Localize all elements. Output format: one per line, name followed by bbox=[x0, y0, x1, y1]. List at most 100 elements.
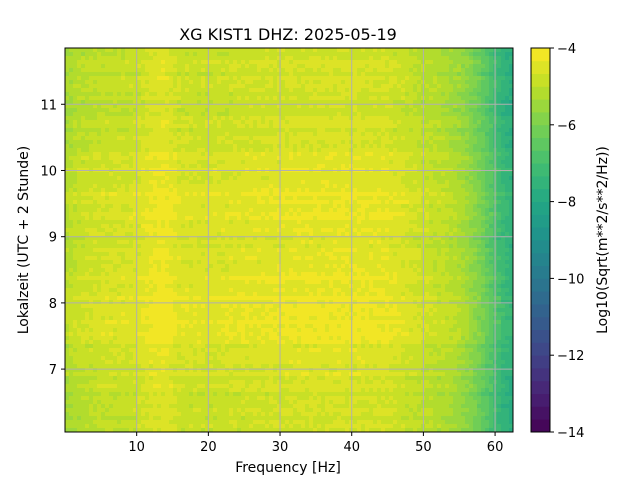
heatmap-cell bbox=[93, 128, 98, 133]
heatmap-cell bbox=[185, 56, 190, 61]
heatmap-cell bbox=[237, 180, 242, 185]
heatmap-cell bbox=[501, 176, 506, 181]
heatmap-cell bbox=[461, 148, 466, 153]
heatmap-cell bbox=[329, 128, 334, 133]
heatmap-cell bbox=[193, 176, 198, 181]
heatmap-cell bbox=[97, 208, 102, 213]
heatmap-cell bbox=[257, 196, 262, 201]
heatmap-cell bbox=[193, 172, 198, 177]
heatmap-cell bbox=[489, 192, 494, 197]
heatmap-cell bbox=[341, 60, 346, 65]
heatmap-cell bbox=[137, 196, 142, 201]
heatmap-cell bbox=[281, 148, 286, 153]
heatmap-cell bbox=[277, 84, 282, 89]
heatmap-cell bbox=[489, 208, 494, 213]
heatmap-cell bbox=[261, 192, 266, 197]
heatmap-cell bbox=[229, 132, 234, 137]
heatmap-cell bbox=[261, 184, 266, 189]
heatmap-cell bbox=[189, 80, 194, 85]
heatmap-cell bbox=[253, 204, 258, 209]
heatmap-cell bbox=[313, 144, 318, 149]
heatmap-cell bbox=[237, 132, 242, 137]
heatmap-cell bbox=[169, 72, 174, 77]
heatmap-cell bbox=[373, 48, 378, 53]
heatmap-cell bbox=[497, 144, 502, 149]
heatmap-cell bbox=[505, 212, 510, 217]
heatmap-cell bbox=[377, 200, 382, 205]
heatmap-cell bbox=[229, 156, 234, 161]
heatmap-cell bbox=[409, 212, 414, 217]
heatmap-cell bbox=[261, 136, 266, 141]
heatmap-cell bbox=[469, 52, 474, 57]
heatmap-cell bbox=[101, 104, 106, 109]
heatmap-cell bbox=[185, 172, 190, 177]
heatmap-cell bbox=[177, 88, 182, 93]
heatmap-cell bbox=[409, 152, 414, 157]
heatmap-cell bbox=[457, 96, 462, 101]
heatmap-cell bbox=[285, 156, 290, 161]
heatmap-cell bbox=[449, 188, 454, 193]
heatmap-cell bbox=[341, 52, 346, 57]
heatmap-cell bbox=[73, 220, 78, 225]
heatmap-cell bbox=[441, 208, 446, 213]
heatmap-cell bbox=[393, 76, 398, 81]
heatmap-cell bbox=[317, 192, 322, 197]
heatmap-cell bbox=[129, 96, 134, 101]
heatmap-cell bbox=[321, 128, 326, 133]
heatmap-cell bbox=[197, 80, 202, 85]
heatmap-cell bbox=[81, 124, 86, 129]
heatmap-cell bbox=[121, 60, 126, 65]
heatmap-cell bbox=[329, 92, 334, 97]
heatmap-cell bbox=[433, 112, 438, 117]
heatmap-cell bbox=[265, 92, 270, 97]
heatmap-cell bbox=[269, 120, 274, 125]
heatmap-cell bbox=[337, 176, 342, 181]
heatmap-cell bbox=[461, 200, 466, 205]
heatmap-cell bbox=[245, 48, 250, 53]
heatmap-cell bbox=[229, 48, 234, 53]
heatmap-cell bbox=[189, 172, 194, 177]
heatmap-cell bbox=[333, 144, 338, 149]
heatmap-cell bbox=[497, 132, 502, 137]
heatmap-cell bbox=[281, 116, 286, 121]
heatmap-cell bbox=[225, 64, 230, 69]
heatmap-cell bbox=[377, 204, 382, 209]
heatmap-cell bbox=[413, 164, 418, 169]
heatmap-cell bbox=[353, 184, 358, 189]
heatmap-cell bbox=[133, 212, 138, 217]
heatmap-cell bbox=[185, 68, 190, 73]
heatmap-cell bbox=[353, 144, 358, 149]
heatmap-cell bbox=[317, 208, 322, 213]
heatmap-cell bbox=[105, 200, 110, 205]
heatmap-cell bbox=[313, 124, 318, 129]
heatmap-cell bbox=[269, 160, 274, 165]
heatmap-cell bbox=[109, 104, 114, 109]
heatmap-cell bbox=[301, 164, 306, 169]
heatmap-cell bbox=[413, 144, 418, 149]
heatmap-cell bbox=[173, 176, 178, 181]
heatmap-cell bbox=[237, 196, 242, 201]
heatmap-cell bbox=[213, 192, 218, 197]
heatmap-cell bbox=[109, 180, 114, 185]
heatmap-cell bbox=[209, 144, 214, 149]
heatmap-cell bbox=[497, 88, 502, 93]
heatmap-cell bbox=[85, 140, 90, 145]
heatmap-cell bbox=[401, 76, 406, 81]
heatmap-cell bbox=[473, 92, 478, 97]
heatmap-cell bbox=[429, 112, 434, 117]
heatmap-cell bbox=[329, 52, 334, 57]
heatmap-cell bbox=[117, 56, 122, 61]
heatmap-cell bbox=[349, 176, 354, 181]
heatmap-cell bbox=[289, 176, 294, 181]
heatmap-cell bbox=[341, 172, 346, 177]
heatmap-cell bbox=[365, 156, 370, 161]
heatmap-cell bbox=[165, 196, 170, 201]
heatmap-cell bbox=[213, 204, 218, 209]
heatmap-cell bbox=[221, 112, 226, 117]
heatmap-cell bbox=[369, 64, 374, 69]
heatmap-cell bbox=[97, 116, 102, 121]
heatmap-cell bbox=[241, 156, 246, 161]
heatmap-cell bbox=[321, 144, 326, 149]
heatmap-cell bbox=[329, 108, 334, 113]
heatmap-cell bbox=[121, 124, 126, 129]
